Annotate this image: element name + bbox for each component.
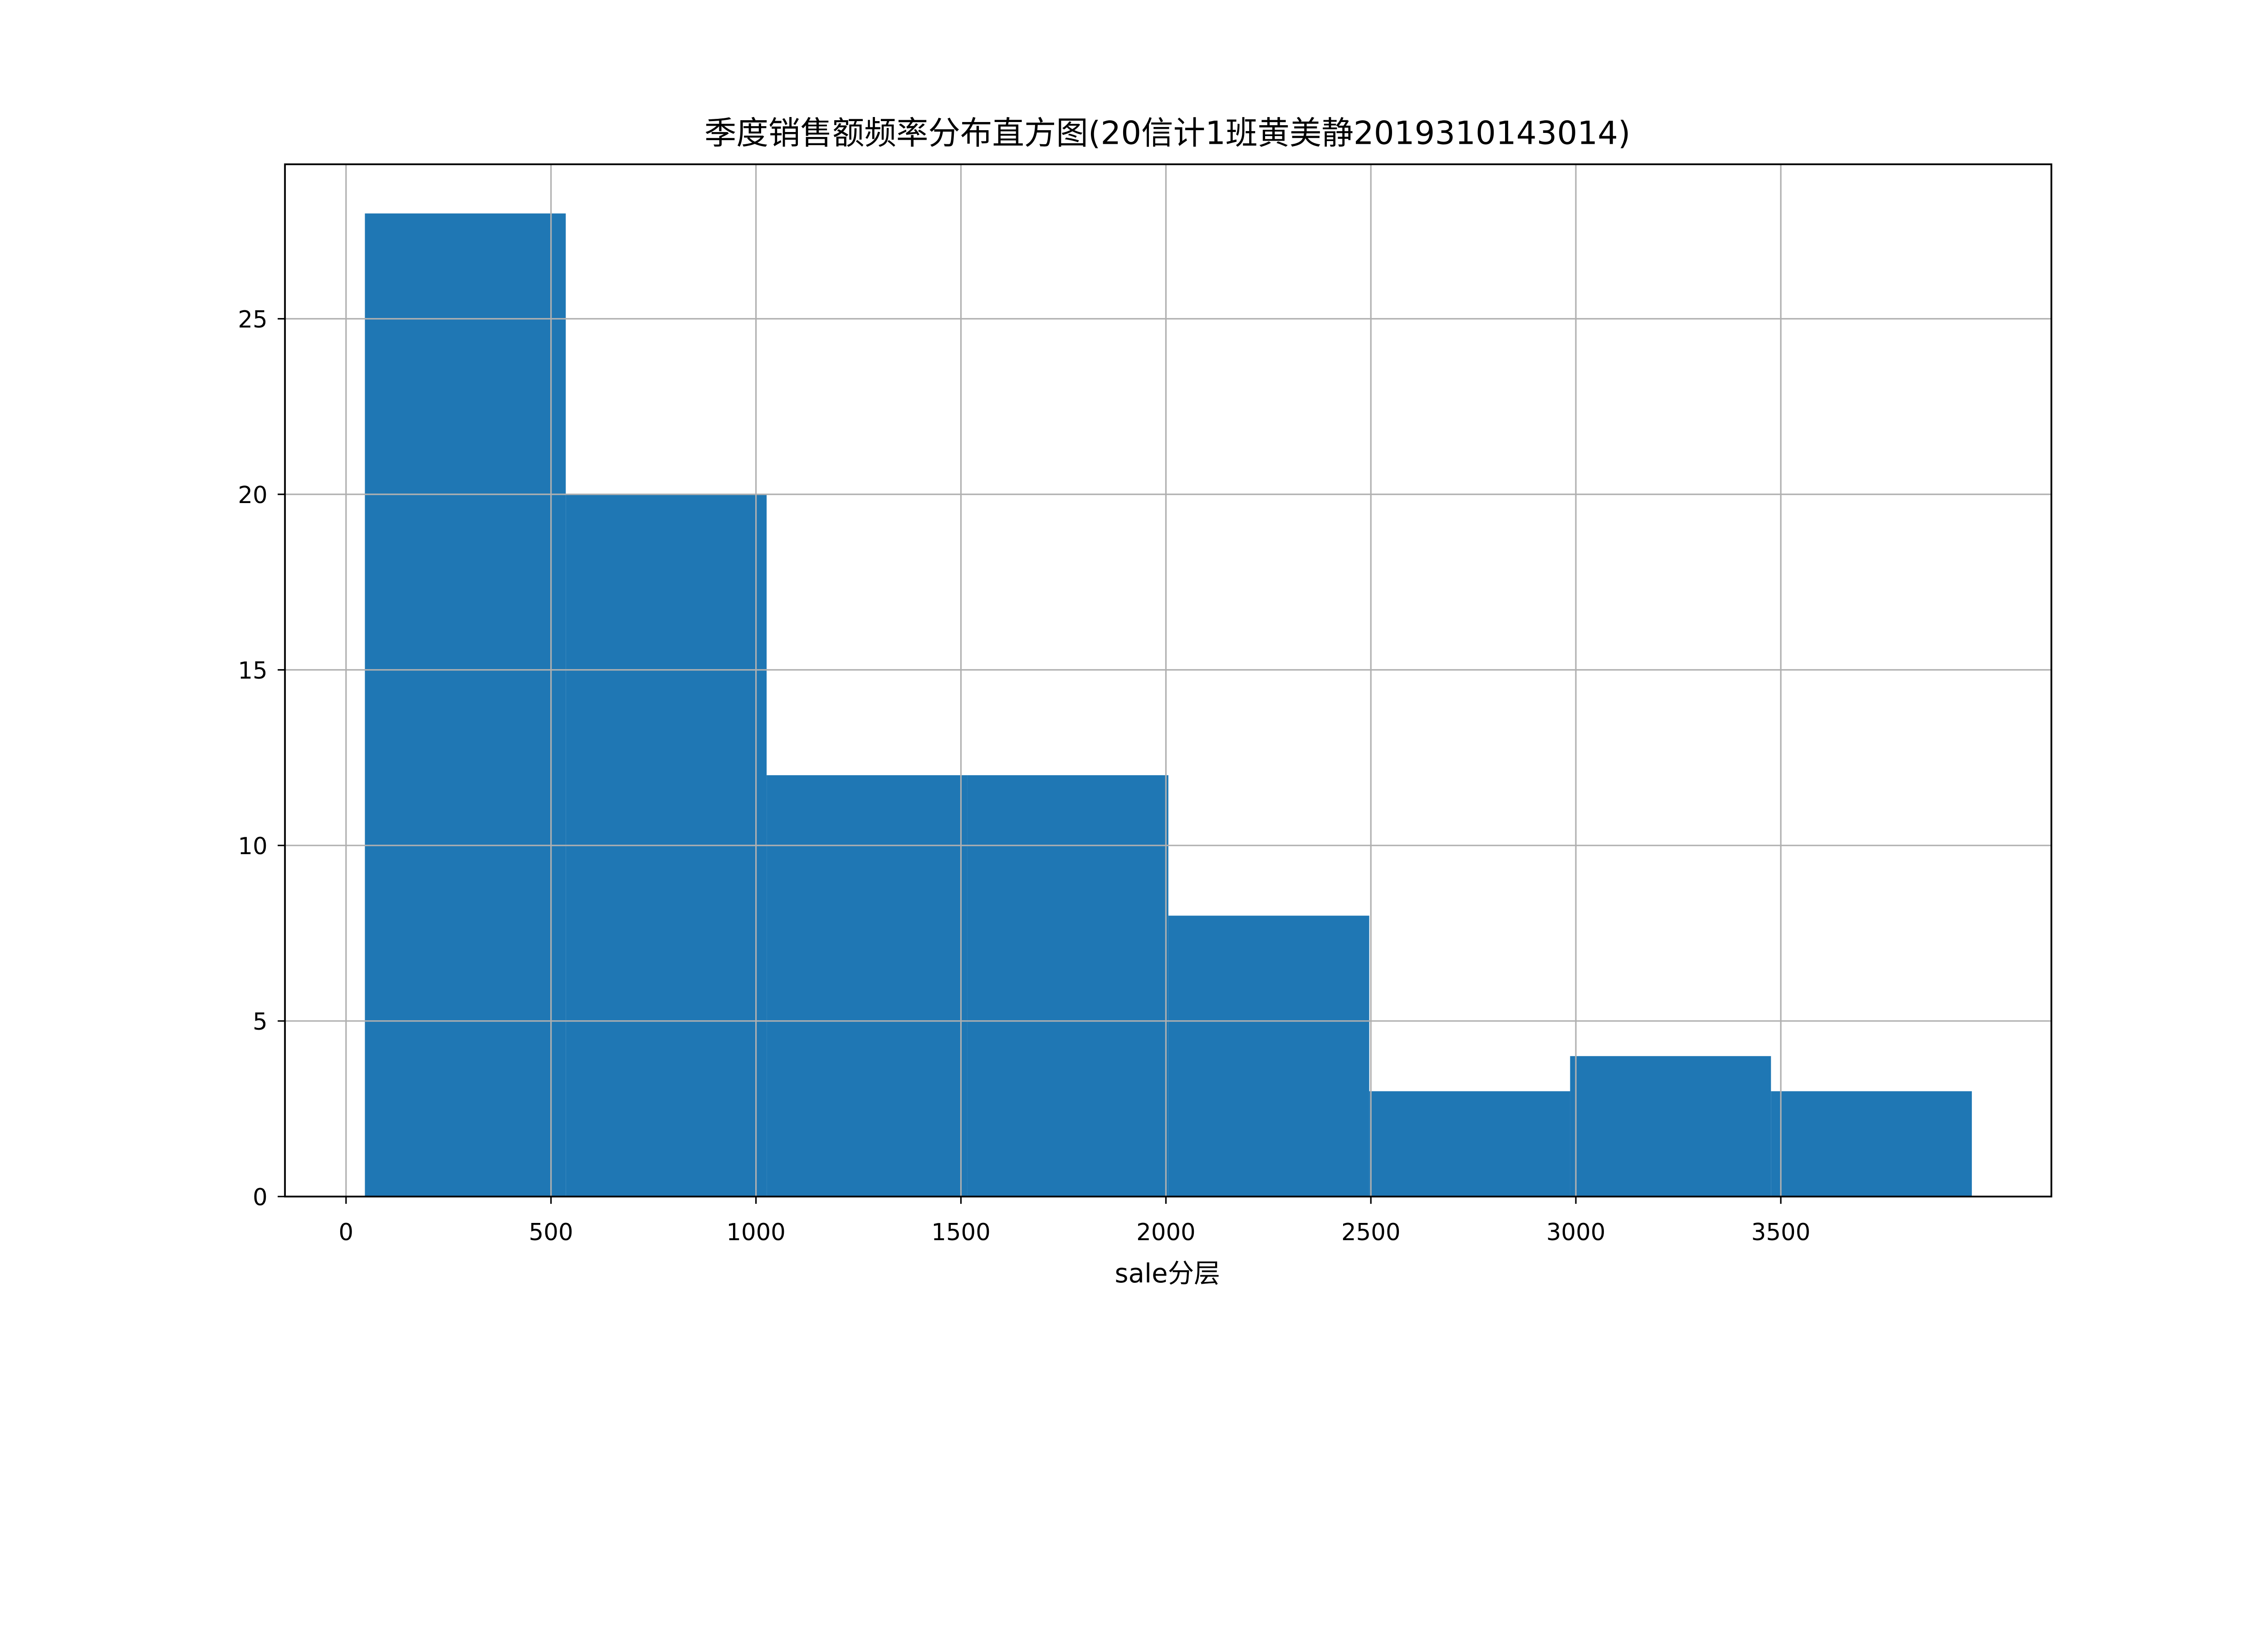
y-tick-label: 15 (238, 657, 268, 684)
x-tick-label: 2500 (1341, 1219, 1400, 1246)
x-tick-label: 3500 (1751, 1219, 1810, 1246)
histogram-bar (1771, 1091, 1972, 1197)
y-axis-ticks: 0 5 10 15 20 25 (238, 306, 285, 1211)
histogram-bars (365, 213, 1972, 1197)
x-tick-label: 1000 (726, 1219, 785, 1246)
y-tick-label: 20 (238, 482, 268, 509)
x-axis-ticks: 0 500 1000 1500 2000 2500 3000 3500 (339, 1196, 1810, 1246)
histogram-bar (1369, 1091, 1570, 1197)
y-tick-label: 5 (253, 1008, 268, 1036)
y-tick-label: 0 (253, 1184, 268, 1211)
histogram-bar (767, 775, 968, 1197)
x-axis-label: sale分层 (1115, 1258, 1220, 1289)
histogram-chart: 季度销售额频率分布直方图(20信计1班黄美静2019310143014) 0 50… (238, 114, 2053, 1289)
x-tick-label: 1500 (931, 1219, 990, 1246)
x-tick-label: 500 (529, 1219, 573, 1246)
chart-title: 季度销售额频率分布直方图(20信计1班黄美静2019310143014) (704, 114, 1631, 152)
x-tick-label: 2000 (1136, 1219, 1195, 1246)
histogram-bar (1570, 1056, 1771, 1197)
x-tick-label: 3000 (1546, 1219, 1605, 1246)
y-tick-label: 25 (238, 306, 268, 333)
histogram-bar (1168, 915, 1369, 1197)
y-tick-label: 10 (238, 833, 268, 860)
x-tick-label: 0 (339, 1219, 354, 1246)
histogram-bar (365, 213, 566, 1197)
histogram-bar (967, 775, 1168, 1197)
axes-frame (284, 163, 2053, 1198)
